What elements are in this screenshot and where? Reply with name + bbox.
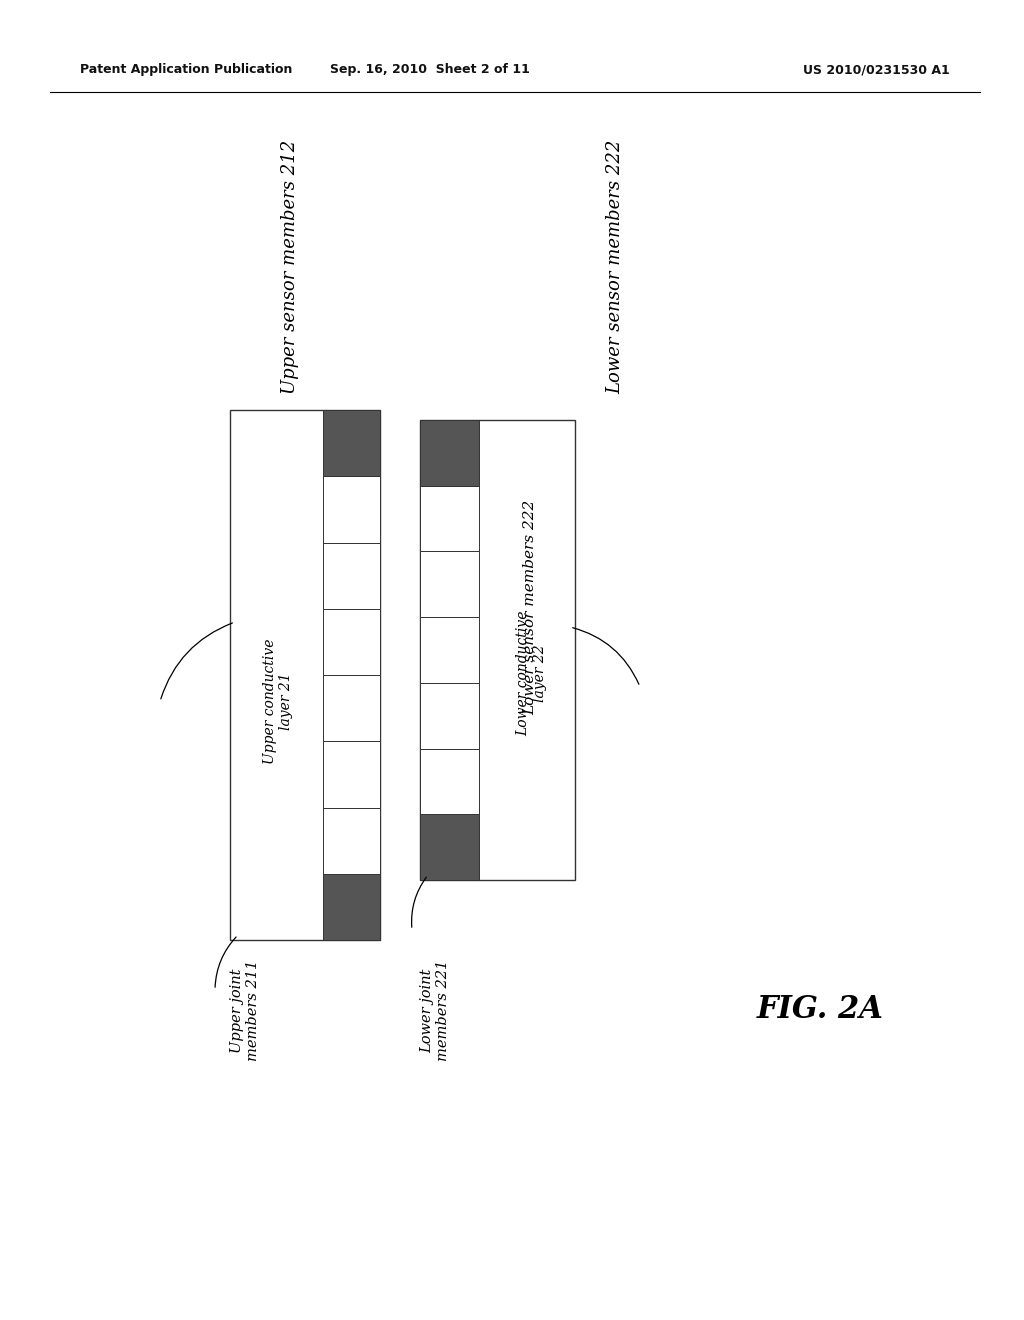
Bar (323, 477, 380, 543)
Text: Lower sensor members 222: Lower sensor members 222 (606, 140, 624, 395)
Text: Sep. 16, 2010  Sheet 2 of 11: Sep. 16, 2010 Sheet 2 of 11 (330, 63, 530, 77)
Bar (420, 420, 575, 880)
Bar (420, 814, 479, 880)
Bar (420, 420, 479, 486)
Text: Upper sensor members 212: Upper sensor members 212 (281, 140, 299, 395)
Text: Upper joint
members 211: Upper joint members 211 (230, 960, 260, 1061)
Text: Upper conductive
layer 21: Upper conductive layer 21 (263, 639, 293, 764)
Text: Lower joint
members 221: Lower joint members 221 (420, 960, 451, 1061)
Bar (420, 552, 479, 618)
Bar (323, 675, 380, 742)
Bar (323, 808, 380, 874)
Bar (230, 411, 380, 940)
Bar (323, 609, 380, 675)
Bar (420, 618, 479, 682)
Bar (323, 742, 380, 808)
Bar (420, 486, 479, 552)
Bar (420, 748, 479, 814)
Bar (323, 411, 380, 477)
Text: Lower conductive
layer 22: Lower conductive layer 22 (516, 610, 547, 735)
Bar (420, 682, 479, 748)
Text: US 2010/0231530 A1: US 2010/0231530 A1 (803, 63, 950, 77)
Bar (323, 543, 380, 609)
Text: FIG. 2A: FIG. 2A (757, 994, 884, 1026)
Text: Patent Application Publication: Patent Application Publication (80, 63, 293, 77)
Bar (323, 874, 380, 940)
Text: Lower sensor members 222: Lower sensor members 222 (523, 500, 537, 715)
